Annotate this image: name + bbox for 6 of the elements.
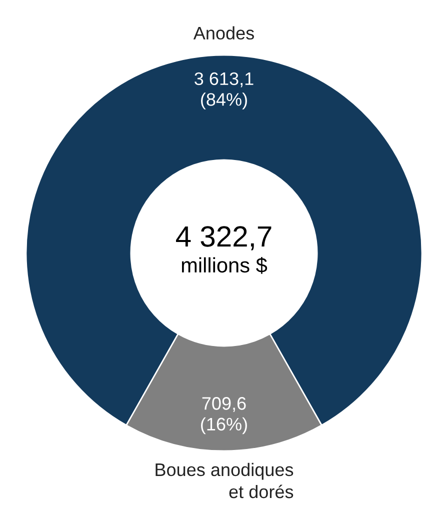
text: 4 322,7 [176, 226, 272, 250]
slice-label: Boues anodiques et dorés [156, 462, 294, 498]
data-label: 709,6 (16%) [201, 397, 247, 434]
slice-label: Anodes [193, 26, 254, 40]
text: millions $ [182, 256, 268, 274]
data-label: 3 613,1 (84%) [194, 72, 254, 110]
